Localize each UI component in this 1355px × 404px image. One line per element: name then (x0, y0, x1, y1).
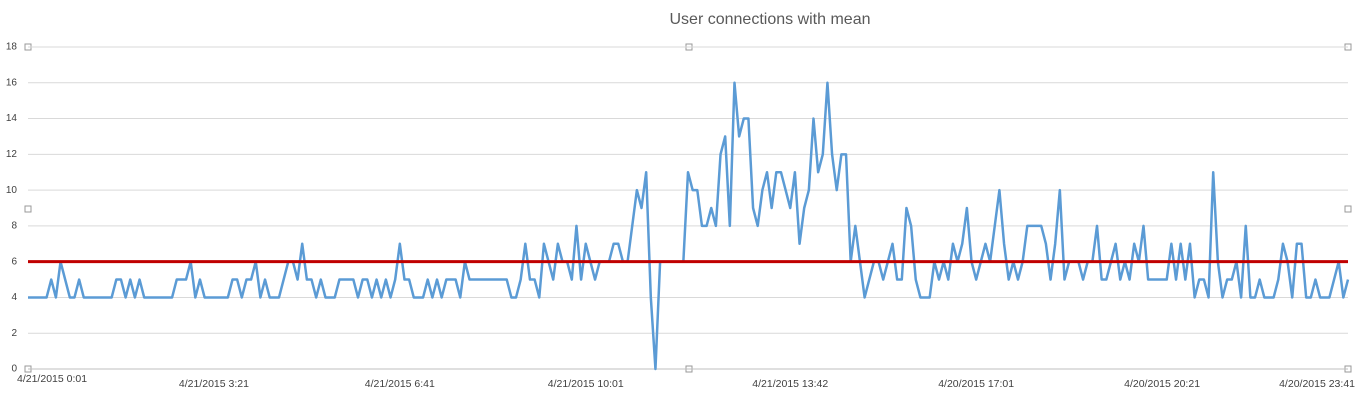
selection-frame (24, 43, 1352, 373)
x-tick-label: 4/20/2015 20:21 (1124, 378, 1200, 390)
x-tick-label: 4/21/2015 3:21 (179, 378, 249, 390)
y-tick-label: 8 (11, 221, 17, 232)
y-tick-label: 16 (6, 77, 18, 88)
y-tick-label: 4 (11, 292, 17, 303)
x-tick-label: 4/20/2015 17:01 (938, 378, 1014, 390)
y-tick-label: 12 (6, 149, 18, 160)
y-tick-label: 2 (11, 328, 17, 339)
y-tick-label: 10 (6, 185, 18, 196)
y-tick-label: 14 (6, 113, 18, 124)
data-line (28, 81, 1350, 371)
y-tick-label: 0 (11, 364, 17, 375)
chart-title: User connections with mean (670, 11, 871, 28)
y-tick-label: 6 (11, 256, 17, 267)
x-tick-label: 4/21/2015 10:01 (548, 378, 624, 390)
y-tick-label: 18 (6, 42, 18, 53)
x-tick-label: 4/21/2015 13:42 (752, 378, 828, 390)
x-tick-label: 4/21/2015 0:01 (17, 373, 87, 385)
x-tick-label: 4/20/2015 23:41 (1279, 378, 1355, 390)
x-tick-label: 4/21/2015 6:41 (365, 378, 435, 390)
